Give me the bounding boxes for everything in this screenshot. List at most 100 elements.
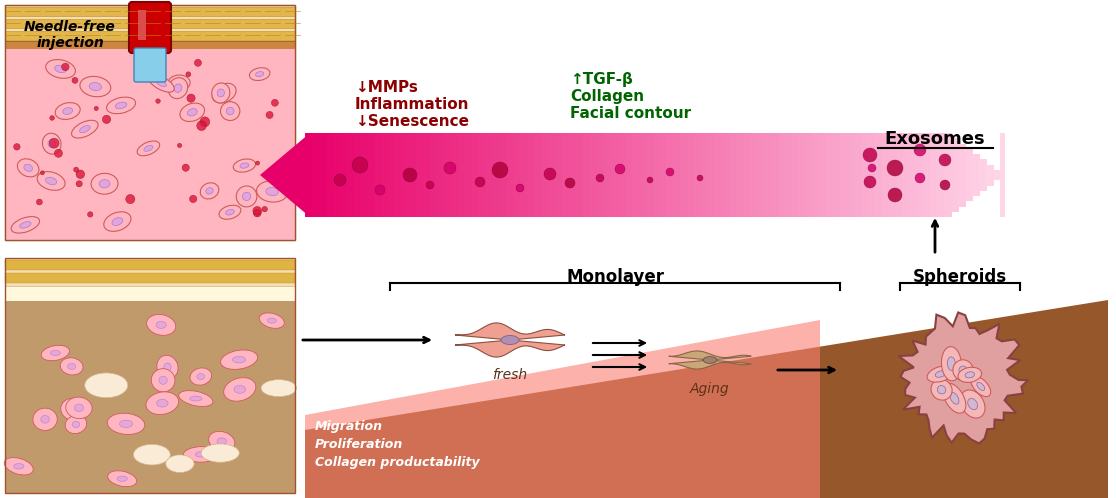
- Ellipse shape: [257, 181, 288, 202]
- Circle shape: [492, 162, 508, 178]
- Bar: [4, 286, 295, 301]
- Ellipse shape: [259, 313, 285, 328]
- Circle shape: [596, 174, 604, 182]
- Ellipse shape: [50, 351, 60, 356]
- Bar: [708, 133, 716, 217]
- Bar: [666, 133, 674, 217]
- Bar: [604, 133, 612, 217]
- Ellipse shape: [41, 415, 49, 423]
- Bar: [367, 133, 375, 217]
- Bar: [778, 133, 786, 217]
- Ellipse shape: [144, 145, 153, 151]
- Polygon shape: [305, 300, 1108, 498]
- Bar: [715, 133, 723, 217]
- Polygon shape: [260, 133, 310, 217]
- Circle shape: [266, 112, 273, 119]
- Text: fresh: fresh: [492, 368, 528, 382]
- Bar: [4, 260, 295, 270]
- Ellipse shape: [958, 367, 982, 382]
- Circle shape: [334, 174, 346, 186]
- Ellipse shape: [234, 385, 246, 393]
- Ellipse shape: [221, 102, 240, 121]
- Ellipse shape: [66, 397, 93, 419]
- Ellipse shape: [703, 357, 716, 364]
- Polygon shape: [668, 351, 751, 369]
- Bar: [4, 5, 295, 240]
- Bar: [4, 258, 295, 493]
- Ellipse shape: [961, 390, 985, 418]
- Bar: [847, 133, 855, 217]
- Ellipse shape: [158, 376, 167, 384]
- Ellipse shape: [212, 83, 237, 103]
- Ellipse shape: [23, 164, 32, 171]
- Ellipse shape: [157, 355, 179, 379]
- Ellipse shape: [73, 421, 79, 428]
- Circle shape: [13, 143, 20, 150]
- Bar: [965, 149, 973, 201]
- Bar: [937, 133, 945, 217]
- Bar: [910, 133, 917, 217]
- Ellipse shape: [968, 398, 978, 410]
- Bar: [722, 133, 730, 217]
- Circle shape: [615, 164, 625, 174]
- Circle shape: [375, 185, 385, 195]
- Ellipse shape: [266, 187, 278, 196]
- Bar: [138, 10, 146, 40]
- Ellipse shape: [79, 125, 90, 133]
- Bar: [673, 133, 681, 217]
- Bar: [834, 133, 841, 217]
- Bar: [472, 133, 480, 217]
- Bar: [785, 133, 792, 217]
- Ellipse shape: [220, 89, 229, 97]
- Bar: [319, 133, 327, 217]
- Bar: [597, 133, 605, 217]
- Circle shape: [271, 99, 278, 106]
- Bar: [479, 133, 487, 217]
- Bar: [735, 133, 744, 217]
- Bar: [416, 133, 424, 217]
- Ellipse shape: [164, 363, 171, 372]
- Circle shape: [543, 168, 556, 180]
- Ellipse shape: [225, 210, 234, 215]
- Bar: [868, 133, 876, 217]
- Ellipse shape: [65, 415, 87, 434]
- Bar: [569, 133, 577, 217]
- Ellipse shape: [46, 177, 57, 185]
- Bar: [819, 133, 827, 217]
- Circle shape: [352, 157, 368, 173]
- Ellipse shape: [99, 180, 110, 188]
- Bar: [333, 133, 340, 217]
- Ellipse shape: [107, 413, 145, 434]
- Bar: [576, 133, 584, 217]
- Ellipse shape: [950, 392, 959, 404]
- Bar: [590, 133, 598, 217]
- Bar: [535, 133, 542, 217]
- Ellipse shape: [156, 321, 166, 329]
- Ellipse shape: [89, 83, 102, 91]
- Bar: [959, 143, 966, 207]
- Ellipse shape: [223, 377, 256, 401]
- Ellipse shape: [75, 404, 84, 411]
- Ellipse shape: [112, 218, 123, 226]
- Ellipse shape: [69, 405, 78, 413]
- Circle shape: [516, 184, 525, 192]
- FancyBboxPatch shape: [4, 5, 295, 240]
- Ellipse shape: [174, 84, 182, 92]
- Ellipse shape: [68, 364, 76, 370]
- Bar: [423, 133, 431, 217]
- Bar: [681, 133, 689, 217]
- Bar: [931, 133, 939, 217]
- Ellipse shape: [200, 183, 219, 199]
- Ellipse shape: [20, 222, 31, 228]
- Ellipse shape: [209, 431, 234, 451]
- Bar: [854, 133, 862, 217]
- Text: Monolayer: Monolayer: [566, 268, 664, 286]
- Bar: [528, 133, 536, 217]
- Polygon shape: [455, 323, 565, 357]
- Bar: [339, 133, 348, 217]
- Text: Spheroids: Spheroids: [913, 268, 1007, 286]
- Bar: [4, 19, 295, 28]
- Bar: [541, 133, 549, 217]
- Ellipse shape: [169, 75, 190, 91]
- Ellipse shape: [46, 60, 76, 78]
